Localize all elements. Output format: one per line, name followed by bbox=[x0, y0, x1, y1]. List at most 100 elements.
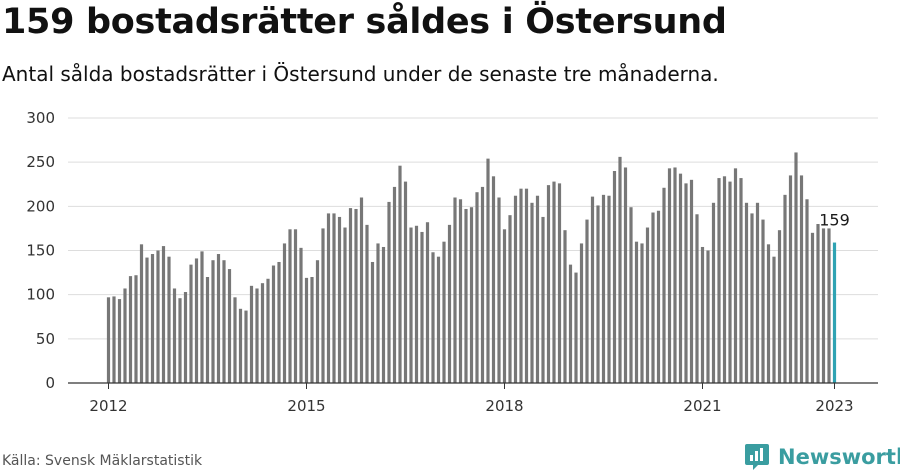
bar bbox=[755, 202, 760, 383]
y-tick-label: 200 bbox=[26, 197, 55, 215]
bar bbox=[458, 199, 463, 383]
bar bbox=[436, 256, 441, 383]
brand-name: Newsworthy bbox=[778, 445, 900, 469]
bar bbox=[612, 171, 617, 383]
bar bbox=[541, 216, 545, 383]
y-tick-label: 300 bbox=[26, 109, 55, 127]
bar bbox=[530, 202, 534, 383]
bar bbox=[783, 194, 787, 383]
bar bbox=[233, 297, 237, 383]
bar bbox=[772, 256, 776, 383]
bar bbox=[827, 228, 831, 383]
y-tick-label: 150 bbox=[26, 242, 55, 260]
bar bbox=[156, 250, 160, 383]
x-tick-label: 2021 bbox=[683, 397, 721, 415]
bar bbox=[310, 277, 314, 383]
bar bbox=[590, 196, 595, 383]
bar bbox=[189, 264, 193, 383]
bar bbox=[805, 199, 809, 383]
bar bbox=[271, 265, 276, 383]
bar bbox=[123, 288, 127, 383]
newsworthy-logo-icon bbox=[745, 444, 769, 470]
bar bbox=[414, 225, 419, 383]
bar bbox=[689, 179, 694, 383]
bar bbox=[810, 232, 815, 383]
bar bbox=[216, 254, 221, 383]
bar bbox=[722, 176, 727, 383]
bar bbox=[739, 178, 743, 383]
bar bbox=[761, 219, 765, 383]
bar bbox=[381, 246, 386, 383]
bar bbox=[337, 216, 342, 383]
bar bbox=[497, 197, 501, 383]
bar bbox=[211, 260, 215, 383]
bar bbox=[222, 260, 226, 383]
bar bbox=[260, 283, 265, 383]
bar bbox=[766, 244, 771, 383]
bar bbox=[282, 243, 287, 383]
bar bbox=[359, 197, 364, 383]
bar bbox=[469, 207, 474, 383]
bar bbox=[513, 195, 518, 383]
bar bbox=[673, 167, 677, 383]
bar bbox=[442, 241, 446, 383]
bar bbox=[684, 183, 688, 383]
bar bbox=[656, 210, 661, 383]
bar bbox=[205, 277, 210, 383]
bar bbox=[238, 308, 243, 383]
bar bbox=[288, 229, 292, 383]
bar-highlight bbox=[832, 242, 837, 383]
bar bbox=[200, 251, 204, 383]
bar bbox=[304, 277, 309, 383]
bar bbox=[431, 252, 435, 383]
bar bbox=[112, 296, 116, 383]
bar bbox=[128, 276, 133, 383]
bar bbox=[139, 244, 144, 383]
bar bbox=[194, 258, 199, 383]
bar bbox=[799, 175, 804, 383]
page-subtitle: Antal sålda bostadsrätter i Östersund un… bbox=[2, 62, 719, 86]
bar bbox=[552, 181, 556, 383]
bars bbox=[106, 152, 837, 383]
bar bbox=[535, 195, 540, 383]
bar bbox=[733, 168, 738, 383]
bar bbox=[145, 257, 149, 383]
bar bbox=[601, 194, 606, 383]
bar bbox=[134, 275, 138, 383]
x-tick-label: 2015 bbox=[287, 397, 325, 415]
bar bbox=[420, 231, 424, 383]
bar bbox=[662, 187, 666, 383]
bar bbox=[464, 208, 468, 383]
bar bbox=[816, 224, 820, 383]
bar bbox=[326, 213, 331, 383]
bar bbox=[596, 205, 600, 383]
bar bbox=[403, 181, 408, 383]
bar bbox=[706, 250, 710, 383]
bar bbox=[106, 297, 111, 383]
bar bbox=[508, 215, 512, 383]
bar bbox=[321, 228, 325, 383]
bar bbox=[491, 176, 496, 383]
bar bbox=[453, 197, 457, 383]
bar bbox=[557, 183, 562, 383]
brand-logo[interactable]: Newsworthy bbox=[744, 443, 900, 471]
bar bbox=[387, 201, 391, 383]
bar bbox=[447, 224, 452, 383]
bar bbox=[167, 256, 171, 383]
bar bbox=[315, 260, 320, 383]
annotations: 159 bbox=[819, 211, 850, 230]
bar bbox=[502, 229, 507, 383]
bar bbox=[244, 310, 248, 383]
bar bbox=[794, 152, 798, 383]
y-tick-label: 100 bbox=[26, 286, 55, 304]
bar bbox=[717, 178, 721, 383]
y-tick-label: 250 bbox=[26, 153, 55, 171]
bar bbox=[183, 292, 188, 383]
bar bbox=[634, 241, 639, 383]
bar bbox=[475, 192, 479, 383]
bar bbox=[376, 243, 380, 383]
bar bbox=[299, 247, 303, 383]
bar bbox=[667, 168, 672, 383]
bar bbox=[227, 269, 232, 383]
